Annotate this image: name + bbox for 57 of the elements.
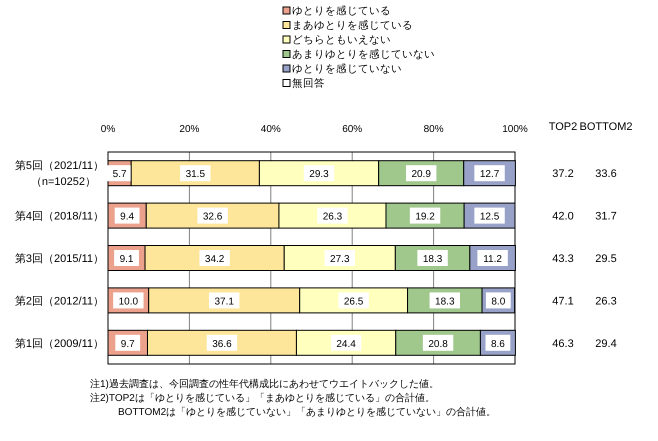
data-label: 9.7 bbox=[120, 338, 136, 350]
data-label: 12.5 bbox=[480, 212, 500, 223]
legend-label: まあゆとりを感じている bbox=[292, 18, 413, 32]
x-tick-label: 20% bbox=[179, 124, 200, 135]
data-label: 37.1 bbox=[214, 296, 234, 308]
y-tick-label: 第4回（2018/11） bbox=[14, 210, 104, 223]
text: 29.5 bbox=[595, 253, 617, 265]
text: 29.4 bbox=[595, 338, 617, 350]
data-label: 5.7 bbox=[112, 169, 127, 180]
data-label: 26.5 bbox=[344, 296, 364, 308]
data-label: 18.3 bbox=[422, 254, 443, 265]
data-label: 19.2 bbox=[415, 212, 436, 223]
y-tick-label: 第2回（2012/11） bbox=[14, 295, 104, 308]
data-label: 9.1 bbox=[120, 254, 134, 265]
text: 37.2 bbox=[552, 168, 574, 180]
text: 33.6 bbox=[595, 168, 617, 180]
text: 注1)過去調査は、今回調査の性年代構成比にあわせてウエイトバックした値。 bbox=[90, 378, 439, 390]
legend-label: ゆとりを感じている bbox=[292, 4, 391, 17]
data-label: 34.2 bbox=[204, 254, 225, 265]
legend-label: どちらともいえない bbox=[292, 34, 391, 46]
data-label: 8.0 bbox=[491, 296, 506, 308]
text: 46.3 bbox=[552, 338, 574, 350]
text: BOTTOM2 bbox=[580, 121, 632, 133]
x-tick-label: 0% bbox=[100, 124, 116, 135]
data-label: 26.3 bbox=[322, 212, 343, 223]
y-tick-label: 第1回（2009/11） bbox=[14, 338, 104, 350]
legend-label: ゆとりを感じていない bbox=[292, 62, 402, 75]
x-tick-label: 60% bbox=[342, 124, 362, 135]
y-tick-label: 第5回（2021/11）（n=10252） bbox=[14, 160, 104, 188]
text: 47.1 bbox=[552, 295, 574, 308]
text: 26.3 bbox=[595, 295, 617, 308]
data-label: 24.4 bbox=[336, 338, 356, 350]
data-label: 36.6 bbox=[212, 338, 232, 350]
data-label: 20.9 bbox=[411, 169, 432, 180]
text: TOP2 bbox=[548, 121, 578, 133]
data-label: 8.6 bbox=[490, 338, 506, 350]
data-label: 11.2 bbox=[483, 254, 502, 265]
data-label: 9.4 bbox=[120, 212, 135, 223]
x-tick-label: 100% bbox=[502, 124, 528, 135]
text: 注2)TOP2は「ゆとりを感じている」「まあゆとりを感じている」の合計値。 bbox=[90, 392, 435, 404]
text: 42.0 bbox=[552, 210, 574, 223]
data-label: 20.8 bbox=[428, 338, 448, 350]
x-tick-label: 40% bbox=[260, 124, 281, 135]
legend-label: あまりゆとりを感じていない bbox=[292, 48, 435, 60]
x-tick-label: 80% bbox=[424, 124, 444, 135]
data-label: 31.5 bbox=[186, 169, 206, 180]
text: BOTTOM2は「ゆとりを感じていない」「あまりゆとりを感じていない」の合計値。 bbox=[118, 406, 496, 418]
data-label: 29.3 bbox=[309, 169, 330, 180]
y-tick-label: 第3回（2015/11） bbox=[14, 253, 104, 265]
text: 43.3 bbox=[552, 253, 574, 265]
data-label: 10.0 bbox=[118, 296, 139, 308]
data-label: 12.7 bbox=[480, 169, 500, 180]
text: 31.7 bbox=[595, 210, 617, 223]
data-label: 27.3 bbox=[330, 254, 350, 265]
data-label: 18.3 bbox=[435, 296, 455, 308]
data-label: 32.6 bbox=[202, 212, 223, 223]
legend-label: 無回答 bbox=[292, 78, 325, 90]
